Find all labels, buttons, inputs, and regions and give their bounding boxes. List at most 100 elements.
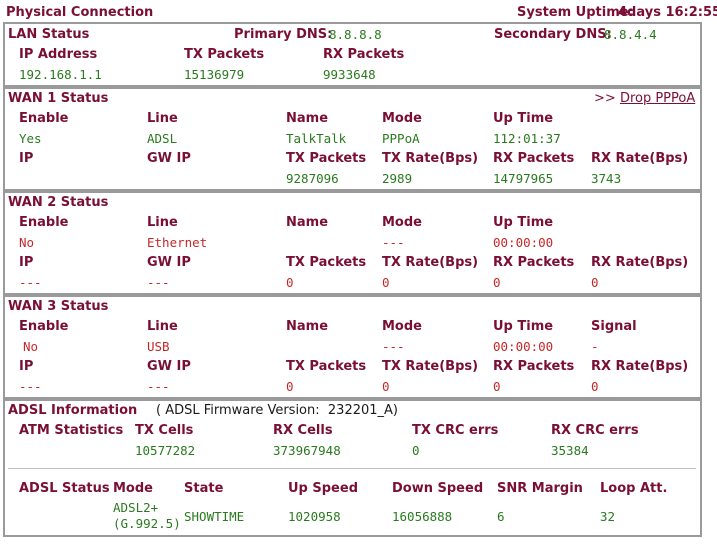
- adsl-fw-version: 232201_A): [327, 403, 398, 418]
- lan-col-tx: TX Packets: [184, 47, 265, 62]
- wan2-txpackets-value: 0: [286, 275, 294, 290]
- adsl-mode-line2: (G.992.5): [113, 516, 181, 531]
- wan3-mode-value: ---: [382, 339, 405, 354]
- link-prefix: >>: [594, 91, 616, 106]
- wan3-label-signal: Signal: [591, 319, 637, 334]
- wan3-label-txpackets: TX Packets: [286, 359, 367, 374]
- wan2-label-line: Line: [147, 215, 178, 230]
- wan3-label-txrate: TX Rate(Bps): [382, 359, 479, 374]
- wan2-label-uptime: Up Time: [493, 215, 554, 230]
- wan2-label-txpackets: TX Packets: [286, 255, 367, 270]
- adsl-col-upspeed: Up Speed: [288, 481, 358, 496]
- wan3-rxpackets-value: 0: [493, 379, 501, 394]
- wan3-label-gwip: GW IP: [147, 359, 191, 374]
- adsl-divider: [8, 468, 696, 469]
- wan2-gwip-value: ---: [147, 275, 170, 290]
- wan2-line-value: Ethernet: [147, 235, 208, 250]
- drop-pppoa-link[interactable]: >> Drop PPPoA: [594, 91, 695, 106]
- wan2-status-title: WAN 2 Status: [8, 195, 109, 210]
- atm-statistics-label: ATM Statistics: [19, 423, 124, 438]
- lan-rx-value: 9933648: [323, 67, 376, 82]
- wan1-label-enable: Enable: [19, 111, 69, 126]
- adsl-firmware: ( ADSL Firmware Version: 232201_A): [156, 403, 398, 418]
- wan3-rxrate-value: 0: [591, 379, 599, 394]
- wan3-label-line: Line: [147, 319, 178, 334]
- adsl-snr-value: 6: [497, 509, 505, 524]
- lan-ip-value: 192.168.1.1: [19, 67, 102, 82]
- atm-col-rxcells: RX Cells: [273, 423, 333, 438]
- adsl-col-state: State: [184, 481, 224, 496]
- wan1-label-line: Line: [147, 111, 178, 126]
- uptime-label: System Uptime:: [517, 5, 634, 20]
- secondary-dns-value: 8.8.4.4: [604, 27, 657, 42]
- atm-rxcrc-value: 35384: [551, 443, 589, 458]
- wan3-line-value: USB: [147, 339, 170, 354]
- wan3-uptime-value: 00:00:00: [493, 339, 554, 354]
- wan1-mode-value: PPPoA: [382, 131, 420, 146]
- wan1-enable-value: Yes: [19, 131, 42, 146]
- wan2-txrate-value: 0: [382, 275, 390, 290]
- uptime-value: 4days 16:2:55: [618, 5, 717, 20]
- wan2-mode-value: ---: [382, 235, 405, 250]
- drop-pppoa-label[interactable]: Drop PPPoA: [619, 91, 696, 106]
- adsl-upspeed-value: 1020958: [288, 509, 341, 524]
- adsl-col-downspeed: Down Speed: [392, 481, 484, 496]
- wan2-ip-value: ---: [19, 275, 42, 290]
- lan-status-panel: [3, 22, 702, 87]
- wan2-label-name: Name: [286, 215, 329, 230]
- primary-dns-label: Primary DNS:: [234, 27, 333, 42]
- wan3-txrate-value: 0: [382, 379, 390, 394]
- atm-col-txcells: TX Cells: [135, 423, 194, 438]
- wan2-label-ip: IP: [19, 255, 34, 270]
- wan1-name-value: TalkTalk: [286, 131, 347, 146]
- adsl-col-snr: SNR Margin: [497, 481, 583, 496]
- wan2-uptime-value: 00:00:00: [493, 235, 554, 250]
- wan2-status-panel: [3, 191, 702, 295]
- wan2-label-txrate: TX Rate(Bps): [382, 255, 479, 270]
- wan3-status-panel: [3, 295, 702, 399]
- wan1-line-value: ADSL: [147, 131, 178, 146]
- wan1-label-mode: Mode: [382, 111, 422, 126]
- adsl-col-mode: Mode: [113, 481, 153, 496]
- wan2-label-rxrate: RX Rate(Bps): [591, 255, 689, 270]
- adsl-col-loopatt: Loop Att.: [600, 481, 668, 496]
- wan1-label-name: Name: [286, 111, 329, 126]
- wan1-txpackets-value: 9287096: [286, 171, 339, 186]
- wan3-status-title: WAN 3 Status: [8, 299, 109, 314]
- wan2-label-enable: Enable: [19, 215, 69, 230]
- wan3-label-enable: Enable: [19, 319, 69, 334]
- secondary-dns-label: Secondary DNS:: [494, 27, 612, 42]
- wan1-label-rxrate: RX Rate(Bps): [591, 151, 689, 166]
- lan-col-ip: IP Address: [19, 47, 98, 62]
- wan1-label-txrate: TX Rate(Bps): [382, 151, 479, 166]
- wan3-gwip-value: ---: [147, 379, 170, 394]
- wan3-label-name: Name: [286, 319, 329, 334]
- wan3-label-mode: Mode: [382, 319, 422, 334]
- adsl-loopatt-value: 32: [600, 509, 616, 524]
- wan1-uptime-value: 112:01:37: [493, 131, 561, 146]
- wan2-label-rxpackets: RX Packets: [493, 255, 575, 270]
- wan1-label-gwip: GW IP: [147, 151, 191, 166]
- wan1-status-panel: [3, 87, 702, 191]
- wan1-rxpackets-value: 14797965: [493, 171, 554, 186]
- wan3-label-rxrate: RX Rate(Bps): [591, 359, 689, 374]
- wan3-label-rxpackets: RX Packets: [493, 359, 575, 374]
- wan3-signal-value: -: [591, 339, 599, 354]
- wan1-status-title: WAN 1 Status: [8, 91, 109, 106]
- atm-txcells-value: 10577282: [135, 443, 196, 458]
- wan2-label-gwip: GW IP: [147, 255, 191, 270]
- wan3-txpackets-value: 0: [286, 379, 294, 394]
- adsl-info-title: ADSL Information: [8, 403, 138, 418]
- wan1-label-ip: IP: [19, 151, 34, 166]
- wan2-rxrate-value: 0: [591, 275, 599, 290]
- adsl-fw-prefix: ( ADSL Firmware Version:: [156, 403, 320, 418]
- wan2-enable-value: No: [19, 235, 35, 250]
- wan1-label-rxpackets: RX Packets: [493, 151, 575, 166]
- wan1-label-txpackets: TX Packets: [286, 151, 367, 166]
- wan1-txrate-value: 2989: [382, 171, 413, 186]
- wan3-ip-value: ---: [19, 379, 42, 394]
- adsl-status-label: ADSL Status: [19, 481, 110, 496]
- wan2-rxpackets-value: 0: [493, 275, 501, 290]
- adsl-downspeed-value: 16056888: [392, 509, 453, 524]
- page-title: Physical Connection: [6, 5, 154, 20]
